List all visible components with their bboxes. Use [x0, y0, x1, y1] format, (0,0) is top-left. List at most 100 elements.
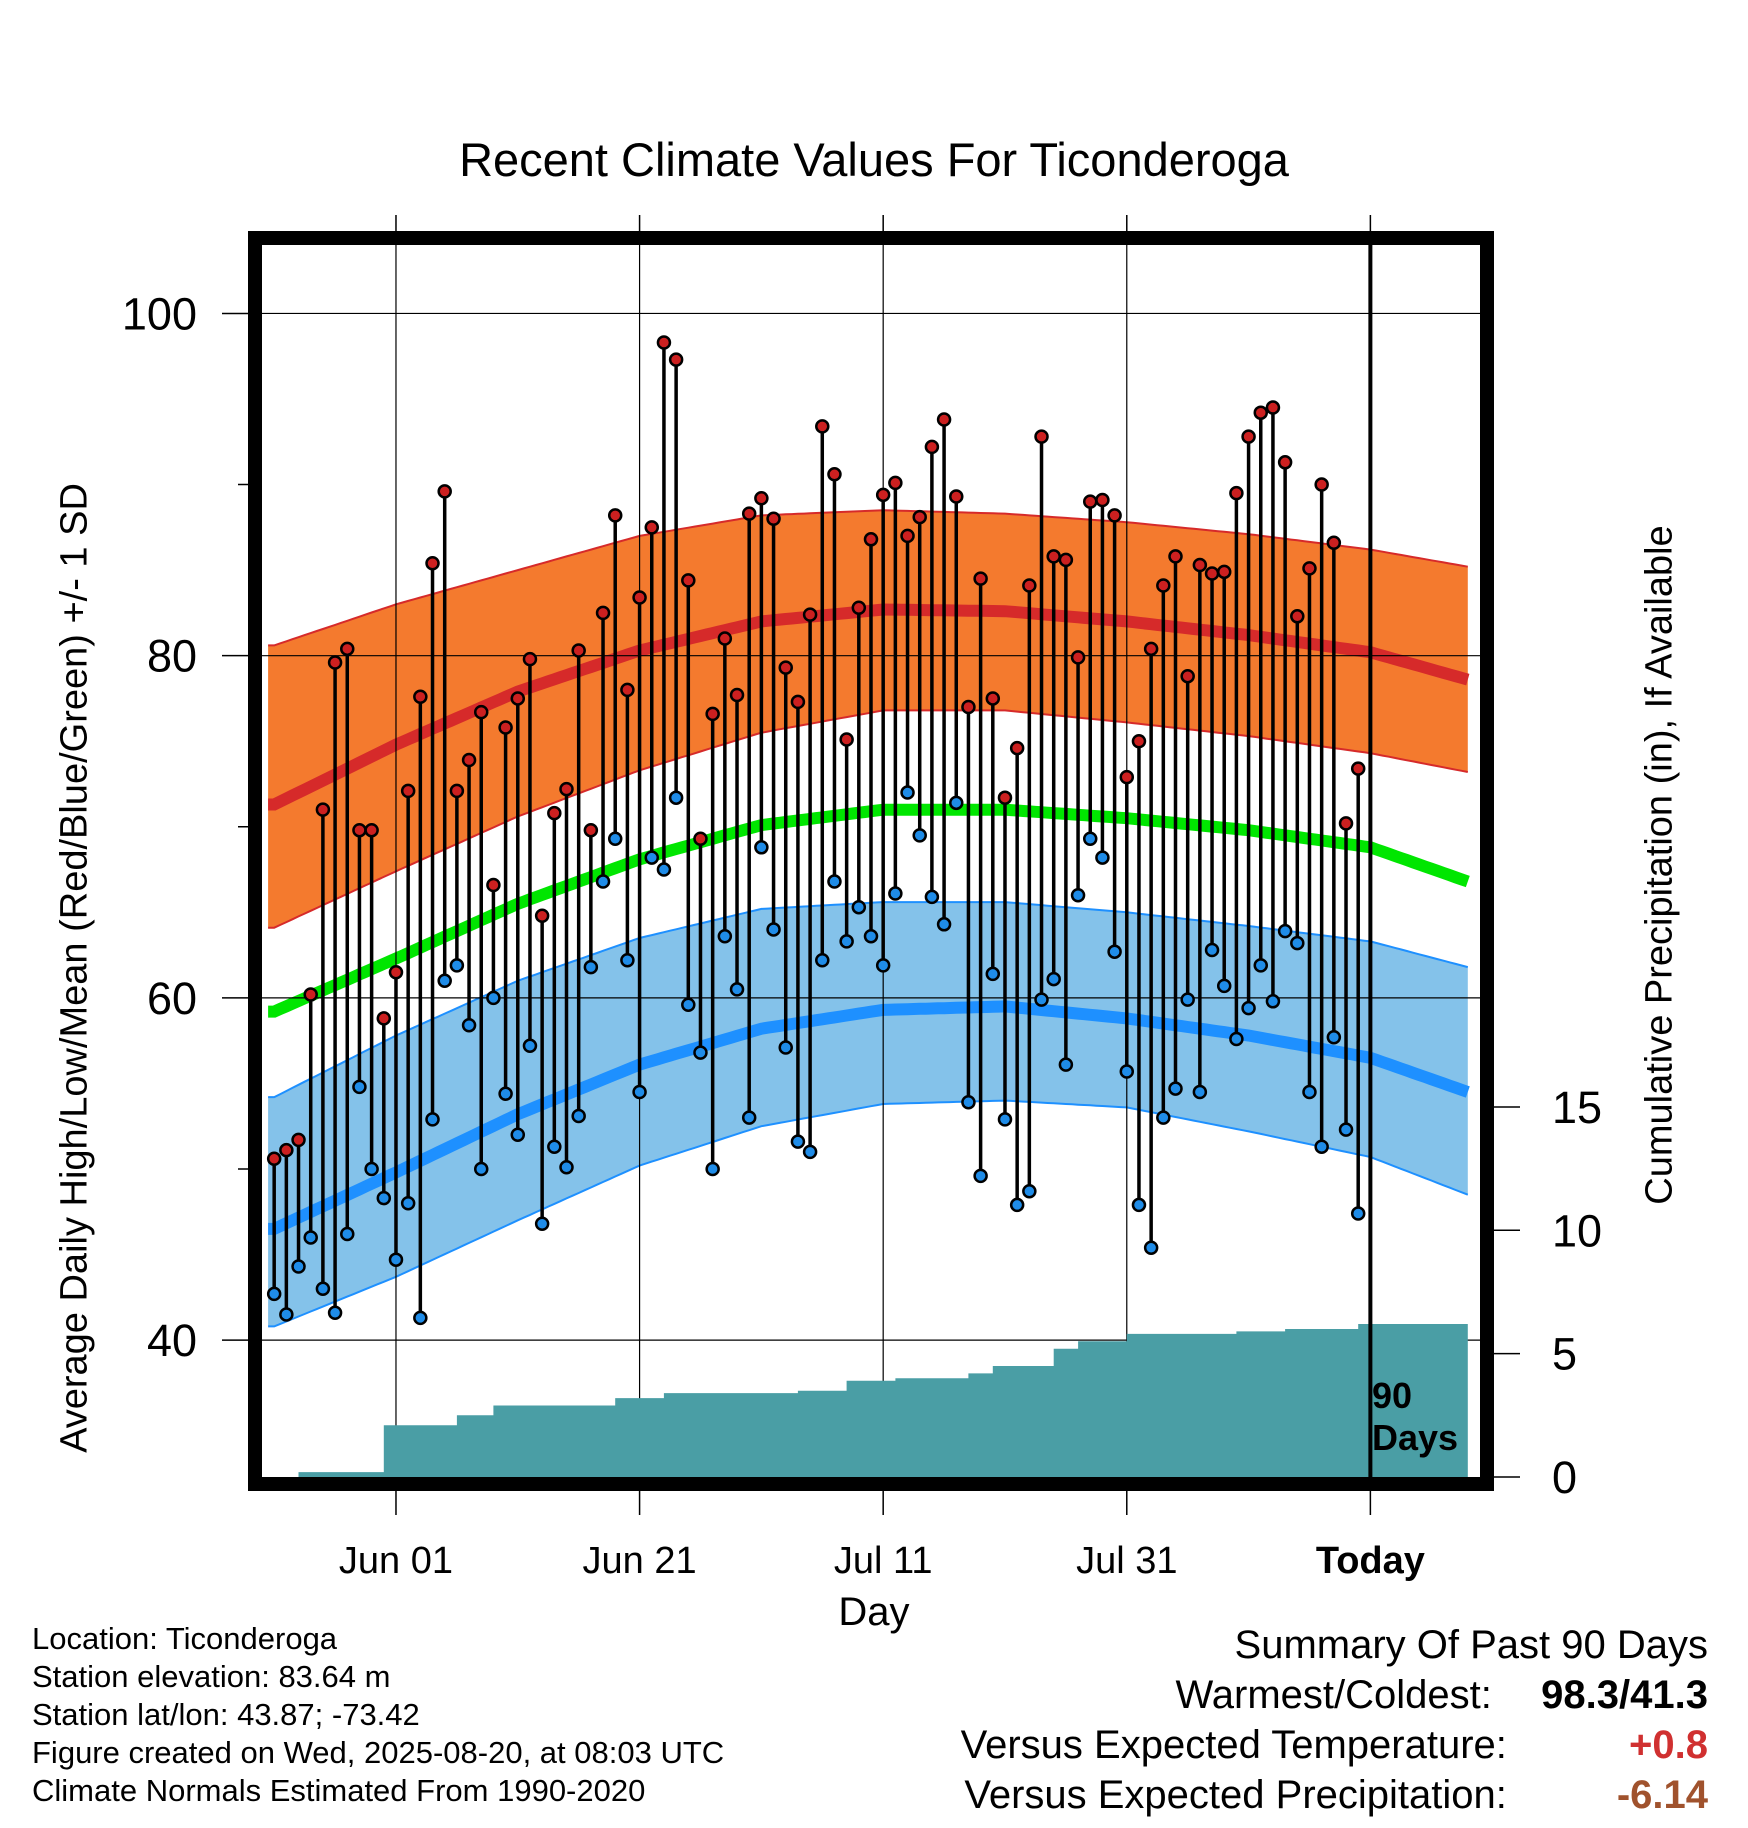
low-temp-point: [559, 1160, 574, 1175]
high-temp-point: [949, 489, 964, 504]
low-temp-point: [413, 1310, 428, 1326]
high-temp-point: [924, 439, 940, 455]
low-temp-point: [425, 1112, 440, 1127]
high-temp-point: [1229, 485, 1244, 501]
x-tick-label: Jul 11: [834, 1540, 933, 1582]
window-label-text: 90 Days: [1372, 1375, 1459, 1458]
low-temp-point: [1350, 1206, 1366, 1221]
low-temp-point: [364, 1161, 379, 1177]
low-temp-point: [1277, 923, 1293, 939]
low-temp-point: [437, 973, 452, 989]
high-temp-point: [352, 822, 367, 838]
high-temp-point: [1204, 566, 1220, 581]
high-temp-point: [888, 475, 903, 491]
x-tick-label: Jun 21: [583, 1540, 697, 1582]
high-temp-point: [1082, 494, 1098, 509]
high-temp-point: [1168, 549, 1183, 564]
temp-label: Versus Expected Temperature:: [960, 1723, 1507, 1767]
low-temp-point: [997, 1112, 1013, 1127]
warm-cold-label: Warmest/Coldest:: [1175, 1673, 1492, 1717]
high-temp-point: [681, 573, 696, 588]
normal-high-line: [268, 603, 1470, 811]
high-temp-point: [473, 704, 489, 720]
low-temp-point: [778, 1040, 793, 1055]
high-temp-point: [327, 655, 343, 670]
low-temp-point: [973, 1168, 988, 1184]
low-temp-point: [340, 1226, 355, 1242]
high-temp-point: [668, 352, 684, 367]
low-temp-point: [583, 959, 599, 975]
high-temp-point: [571, 643, 586, 658]
low-temp-point: [607, 831, 623, 847]
high-temp-point: [1265, 400, 1281, 415]
precipitation-area: [274, 1324, 1468, 1477]
low-temp-point: [1082, 831, 1098, 847]
low-temp-point: [790, 1134, 806, 1149]
high-sd-band: [268, 510, 1468, 928]
summary-precip: Versus Expected Precipitation: -6.14: [961, 1770, 1708, 1820]
high-temp-point: [875, 487, 891, 503]
x-tick-label: Today: [1316, 1540, 1425, 1582]
high-temp-point: [583, 822, 599, 838]
high-temp-point: [997, 790, 1013, 805]
high-temp-point: [437, 484, 452, 499]
x-axis-label: Day: [838, 1590, 910, 1634]
high-temp-point: [912, 509, 927, 525]
low-temp-point: [1229, 1031, 1244, 1047]
low-temp-point: [1070, 887, 1086, 903]
high-temp-point: [1314, 477, 1329, 492]
y-tick-label-left: 40: [147, 1315, 197, 1366]
high-temp-point: [1338, 816, 1354, 831]
high-temp-point: [279, 1142, 294, 1158]
y-tick-label-right: 0: [1552, 1452, 1577, 1503]
low-temp-point: [1034, 992, 1049, 1007]
low-temp-point: [1095, 850, 1110, 865]
high-temp-point: [705, 706, 720, 722]
low-temp-point: [888, 886, 903, 901]
y-axis-label-right: Cumulative Precipitation (in), If Availa…: [1638, 525, 1681, 1205]
low-temp-point: [1314, 1139, 1329, 1155]
low-temp-point: [1009, 1197, 1025, 1213]
low-temp-point: [571, 1108, 586, 1124]
summary-warm-cold: Warmest/Coldest: 98.3/41.3: [961, 1670, 1709, 1720]
low-temp-point: [815, 952, 830, 968]
high-temp-point: [1156, 578, 1171, 593]
low-temp-point: [863, 929, 879, 944]
high-temp-point: [632, 590, 647, 605]
high-temp-point: [1290, 609, 1305, 624]
low-temp-point: [949, 795, 964, 811]
plot-frame: [248, 231, 1494, 1491]
low-temp-point: [1241, 1000, 1256, 1016]
low-temp-point: [875, 958, 891, 973]
low-temp-point: [1290, 935, 1305, 951]
low-temp-point: [827, 874, 842, 889]
low-temp-point: [1204, 942, 1220, 958]
high-temp-point: [1009, 740, 1025, 756]
high-temp-point: [461, 752, 477, 768]
high-temp-point: [534, 908, 550, 924]
high-temp-point: [498, 720, 513, 735]
high-temp-point: [851, 600, 867, 616]
high-temp-point: [827, 467, 842, 482]
low-temp-point: [461, 1018, 477, 1033]
station-info: Location: Ticonderoga Station elevation:…: [32, 1620, 724, 1810]
high-temp-point: [522, 651, 538, 667]
high-temp-point: [900, 528, 915, 544]
high-temp-point: [815, 419, 830, 434]
low-temp-point: [1119, 1064, 1135, 1079]
y-tick-label-right: 5: [1552, 1329, 1577, 1380]
high-temp-point: [1022, 578, 1037, 593]
high-temp-point: [1034, 429, 1049, 444]
normals-text: Climate Normals Estimated From 1990-2020: [32, 1773, 646, 1808]
low-temp-point: [681, 997, 696, 1012]
low-temp-point: [656, 862, 672, 877]
high-temp-point: [315, 802, 331, 817]
low-temp-point: [303, 1230, 318, 1245]
high-temp-point: [340, 641, 355, 657]
low-temp-point: [1326, 1029, 1342, 1045]
y-tick-label-left: 80: [147, 631, 197, 682]
low-temp-point: [1302, 1084, 1317, 1100]
high-temp-point: [486, 877, 501, 893]
high-temp-point: [266, 1151, 282, 1166]
